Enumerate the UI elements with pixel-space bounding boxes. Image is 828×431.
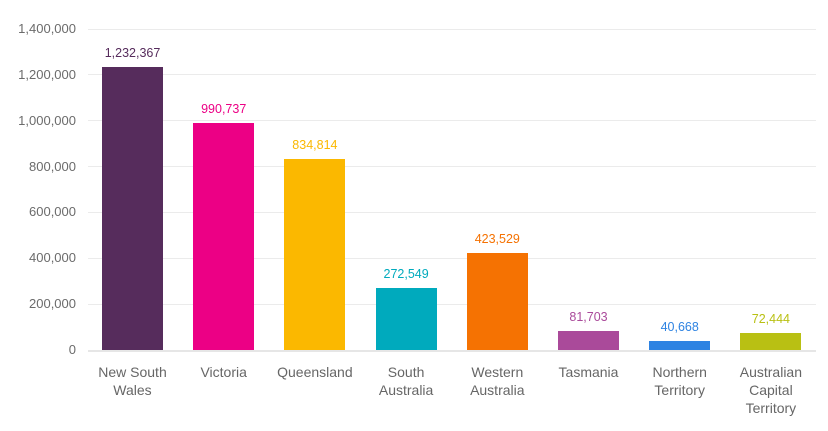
bar-value-label: 81,703	[569, 310, 608, 325]
category-label: Tasmania	[558, 364, 619, 380]
bar-value-label: 1,232,367	[104, 46, 161, 61]
bar-value-label: 72,444	[751, 312, 790, 327]
bar-value-label: 834,814	[292, 137, 338, 152]
bar-value-label: 40,668	[660, 319, 699, 334]
category-label: Western Australia	[470, 364, 525, 398]
bar	[284, 158, 346, 350]
bar	[740, 333, 802, 350]
gridline	[88, 166, 816, 168]
bar-value-label: 423,529	[474, 231, 520, 246]
x-axis-baseline	[88, 350, 816, 352]
bar-value-label: 990,737	[201, 101, 247, 116]
category-label: Queensland	[277, 364, 353, 380]
y-tick-label: 800,000	[29, 158, 76, 174]
category-label: South Australia	[378, 364, 434, 398]
bar	[466, 252, 528, 350]
gridline	[88, 28, 816, 30]
gridline	[88, 120, 816, 122]
y-tick-label: 400,000	[29, 250, 76, 266]
category-label: Victoria	[200, 364, 247, 380]
bar	[193, 122, 255, 350]
y-tick-label: 1,400,000	[18, 21, 76, 36]
y-tick-label: 1,000,000	[18, 112, 76, 128]
y-tick-label: 1,200,000	[18, 66, 76, 82]
bar	[375, 287, 437, 350]
gridline	[88, 211, 816, 213]
category-label: Australian Capital Territory	[739, 364, 803, 416]
bar	[649, 340, 711, 350]
gridline	[88, 74, 816, 76]
bar	[558, 331, 619, 350]
category-label: Northern Territory	[652, 364, 707, 398]
category-label: New South Wales	[98, 364, 167, 398]
y-tick-label: 600,000	[29, 204, 76, 220]
gridline	[88, 303, 816, 305]
gridline	[88, 257, 816, 259]
y-tick-label: 200,000	[29, 296, 76, 312]
y-tick-label: 0	[68, 342, 76, 357]
bar	[102, 67, 163, 350]
bar-value-label: 272,549	[383, 266, 429, 281]
